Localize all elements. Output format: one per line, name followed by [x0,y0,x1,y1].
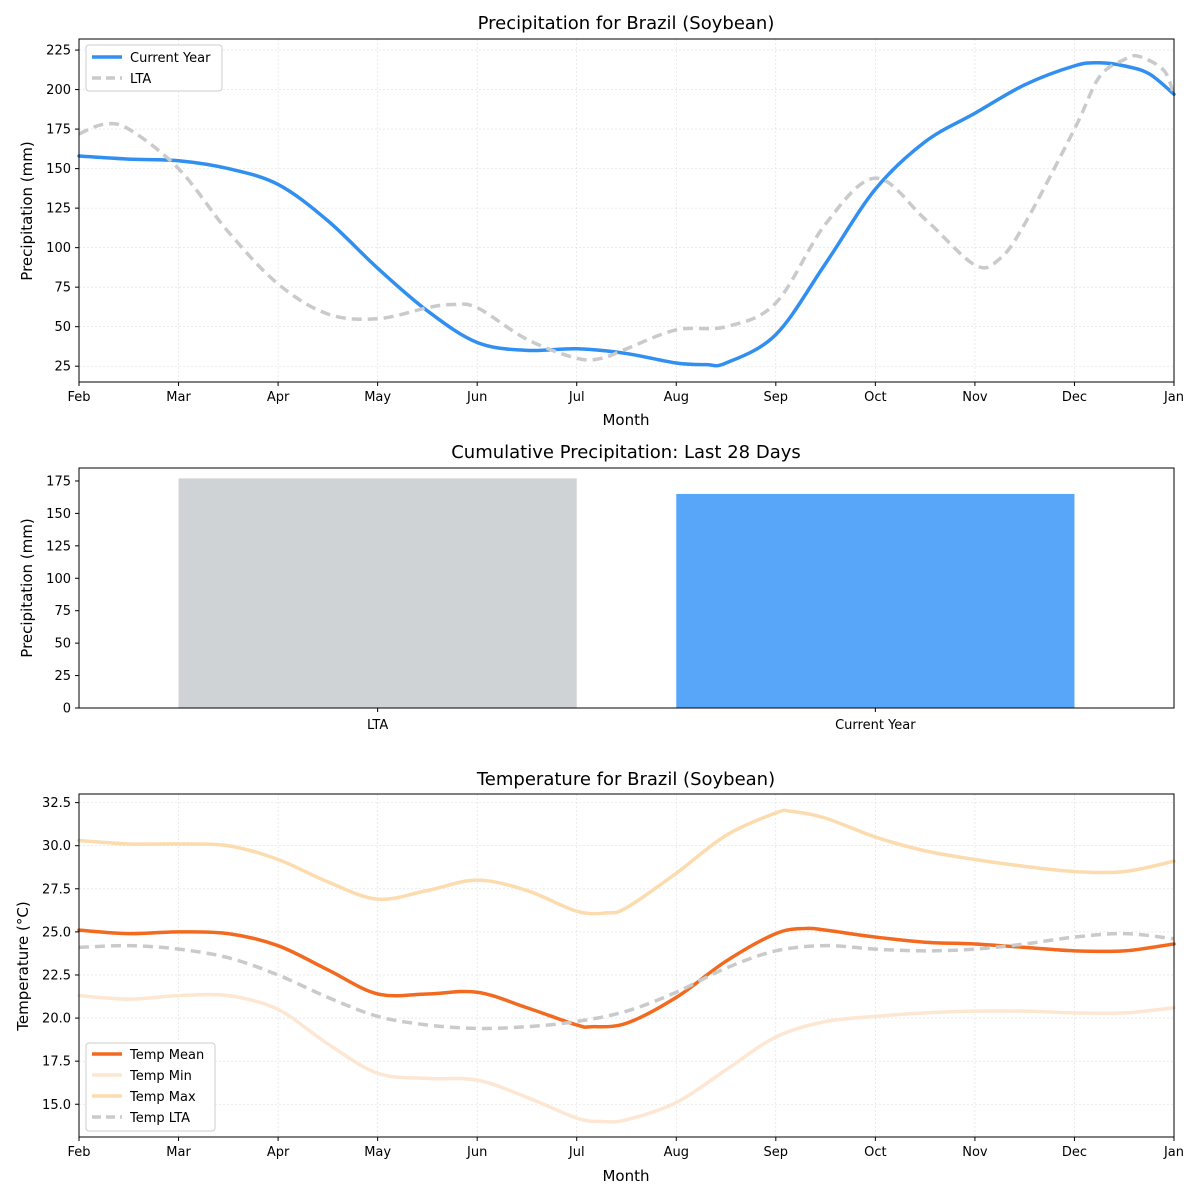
x-tick-label-feb: Feb [67,390,90,405]
x-tick-label-oct: Oct [864,1145,886,1160]
x-tick-label-lta: LTA [367,718,388,733]
x-axis-label: Month [602,411,649,429]
legend: Temp Mean Temp Min Temp Max Temp LTA [85,1042,216,1132]
plot-frame [78,467,1175,709]
y-tick-label: 175 [46,474,71,489]
plot-frame [78,793,1175,1138]
x-tick-label-nov: Nov [962,1145,988,1160]
y-tick-label: 25 [54,360,71,375]
y-tick-label: 50 [54,637,71,652]
grid [78,39,1175,382]
y-axis-label: Precipitation (mm) [18,141,36,280]
x-tick-label-feb: Feb [67,1145,90,1160]
series-lines [77,53,1176,368]
precipitation-line-chart: Precipitation for Brazil (Soybean) Month… [18,13,1184,429]
legend-label-temp-max: Temp Max [129,1090,196,1105]
bars [178,478,1075,708]
temperature-line-chart: Temperature for Brazil (Soybean) Month T… [14,769,1184,1185]
series-lines [77,808,1176,1124]
legend-label-temp-mean: Temp Mean [129,1048,204,1063]
x-tick-label-aug: Aug [664,390,689,405]
axis-ticks: LTA Current Year 0 25 50 75 100 125 150 175 [46,474,916,733]
plot-frame [78,38,1175,383]
y-tick-label: 20.0 [42,1012,71,1027]
y-tick-label: 32.5 [42,796,71,811]
x-tick-label-jun: Jun [466,1145,487,1160]
legend-label-lta: LTA [130,72,151,87]
x-tick-label-jan: Jan [1163,1145,1184,1160]
x-tick-label-apr: Apr [267,1145,290,1160]
x-tick-label-current-year: Current Year [835,718,916,733]
x-tick-label-nov: Nov [962,390,988,405]
x-tick-label-apr: Apr [267,390,290,405]
y-tick-label: 125 [46,202,71,217]
y-tick-label: 100 [46,241,71,256]
y-tick-label: 75 [54,281,71,296]
axis-ticks: Feb Mar Apr May Jun Jul Aug Sep Oct Nov Dec Jan 15.0… [42,796,1184,1160]
x-tick-label-jul: Jul [568,390,585,405]
legend-label-temp-min: Temp Min [129,1069,192,1084]
y-tick-label: 25 [54,669,71,684]
legend: Current Year LTA [85,44,223,92]
y-tick-label: 100 [46,572,71,587]
x-tick-label-may: May [364,1145,391,1160]
bar-current-year [676,493,1075,708]
y-tick-label: 0 [63,702,71,717]
y-tick-label: 25.0 [42,925,71,940]
series-line-temp-lta [78,931,1175,1031]
x-tick-label-sep: Sep [764,390,789,405]
x-tick-label-oct: Oct [864,390,886,405]
x-tick-label-dec: Dec [1062,390,1087,405]
series-line-current-year [77,60,1176,368]
y-tick-label: 175 [46,123,71,138]
x-tick-label-jul: Jul [568,1145,585,1160]
x-tick-label-mar: Mar [166,390,191,405]
y-tick-label: 27.5 [42,882,71,897]
y-tick-label: 15.0 [42,1098,71,1113]
x-tick-label-dec: Dec [1062,1145,1087,1160]
x-tick-label-may: May [364,390,391,405]
legend-label-temp-lta: Temp LTA [129,1111,190,1126]
y-tick-label: 125 [46,539,71,554]
y-tick-label: 50 [54,320,71,335]
series-line-temp-max [77,808,1176,916]
bar-lta [178,478,577,708]
x-tick-label-jun: Jun [466,390,487,405]
y-axis-label: Temperature (°C) [14,901,32,1031]
x-axis-label: Month [602,1167,649,1185]
y-tick-label: 200 [46,83,71,98]
axis-ticks: Feb Mar Apr May Jun Jul Aug Sep Oct Nov Dec Jan 25 50… [46,44,1184,405]
y-tick-label: 150 [46,162,71,177]
y-tick-label: 17.5 [42,1055,71,1070]
x-tick-label-jan: Jan [1163,390,1184,405]
y-tick-label: 75 [54,604,71,619]
y-tick-label: 22.5 [42,968,71,983]
x-tick-label-sep: Sep [764,1145,789,1160]
chart-title: Temperature for Brazil (Soybean) [476,769,775,790]
y-axis-label: Precipitation (mm) [18,518,36,657]
y-tick-label: 150 [46,507,71,522]
x-tick-label-aug: Aug [664,1145,689,1160]
chart-title: Cumulative Precipitation: Last 28 Days [451,442,801,463]
y-tick-label: 225 [46,44,71,59]
grid [78,794,1175,1137]
cumulative-precipitation-bar-chart: Cumulative Precipitation: Last 28 Days P… [18,442,1175,733]
series-line-temp-mean [77,926,1176,1029]
legend-label-current-year: Current Year [130,51,211,66]
chart-title: Precipitation for Brazil (Soybean) [478,13,775,34]
legend-box [85,1042,216,1132]
x-tick-label-mar: Mar [166,1145,191,1160]
series-line-lta [78,53,1176,362]
series-line-temp-min [77,992,1176,1124]
y-tick-label: 30.0 [42,839,71,854]
